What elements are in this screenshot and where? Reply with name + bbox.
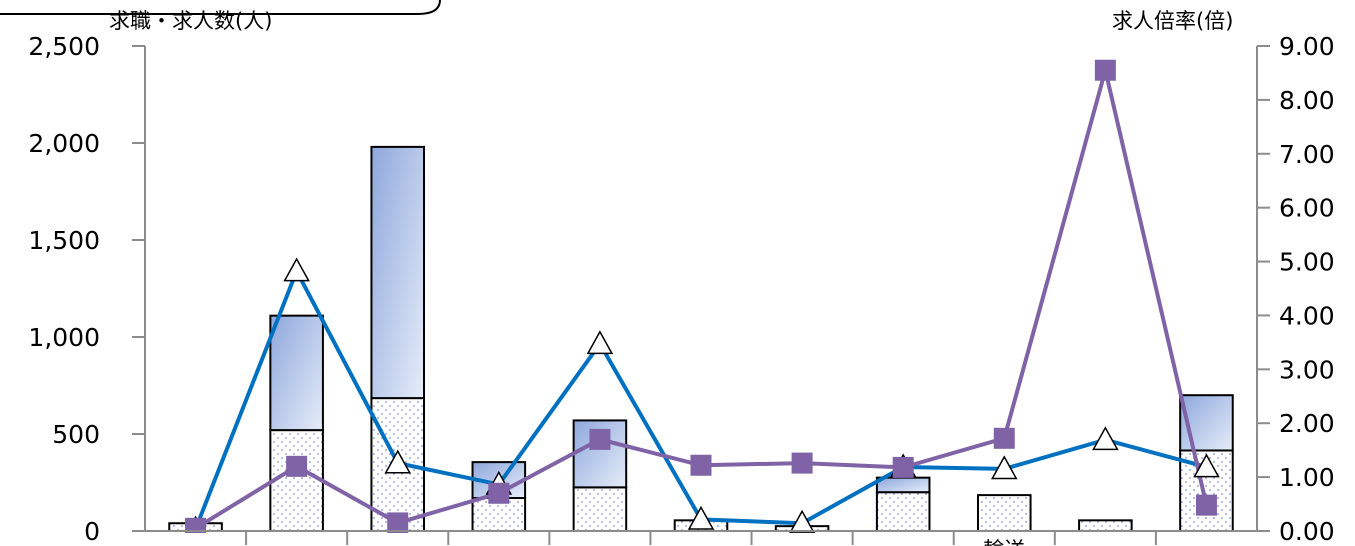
triangle-marker — [586, 330, 614, 355]
bar-lower-segment — [875, 491, 931, 533]
triangle-marker — [687, 505, 715, 530]
x-category-labels: 輸送 — [983, 538, 1025, 546]
square-marker — [993, 427, 1015, 449]
left-tick-label: 2,000 — [28, 129, 100, 158]
left-tick-label: 1,000 — [28, 323, 100, 352]
left-tick-label: 2,500 — [28, 32, 100, 61]
right-tick-label: 2.00 — [1279, 409, 1335, 438]
bar-upper-segment — [269, 314, 324, 432]
triangle-marker — [1193, 453, 1220, 478]
square-marker — [488, 482, 510, 504]
left-tick-label: 500 — [52, 420, 100, 449]
square-marker — [1094, 59, 1116, 81]
bar-lower-segment — [1078, 519, 1133, 533]
right-tick-label: 1.00 — [1279, 463, 1335, 492]
left-tick-label: 0 — [84, 517, 100, 546]
right-tick-label: 7.00 — [1279, 140, 1335, 169]
square-marker — [286, 455, 308, 477]
right-tick-label: 0.00 — [1279, 517, 1335, 546]
square-marker — [892, 456, 914, 478]
frame-corner — [0, 0, 441, 15]
bar-upper-segment — [875, 476, 931, 494]
square-marker — [589, 428, 611, 450]
left-tick-label: 1,500 — [28, 226, 100, 255]
right-tick-label: 4.00 — [1279, 301, 1335, 330]
right-ticks: 0.00 1.00 2.00 3.00 4.00 5.00 6.00 7.00 8.00 9.00 — [1257, 32, 1335, 546]
left-ticks: 0 500 1,000 1,500 2,000 2,500 — [28, 32, 145, 546]
line-series-triangle — [193, 266, 1207, 530]
bar-lower-segment — [269, 429, 324, 532]
square-marker — [387, 512, 409, 533]
bar-lower-segment — [976, 494, 1032, 532]
category-label: 輸送 — [983, 538, 1025, 546]
markers — [185, 59, 1220, 533]
triangle-marker — [283, 257, 310, 282]
right-tick-label: 9.00 — [1279, 32, 1335, 61]
square-marker — [690, 454, 712, 476]
square-marker — [791, 452, 813, 474]
triangle-marker — [990, 455, 1018, 480]
bar-lower-segment — [572, 486, 628, 533]
right-axis-title: 求人倍率(倍) — [1112, 9, 1233, 33]
triangle-marker — [1092, 426, 1119, 451]
square-marker — [1195, 494, 1217, 516]
triangle-marker — [384, 449, 412, 474]
triangle-marker — [789, 509, 816, 533]
right-tick-label: 5.00 — [1279, 248, 1335, 277]
right-tick-label: 8.00 — [1279, 86, 1335, 115]
left-axis-title: 求職・求人数(人) — [109, 9, 272, 33]
right-tick-label: 3.00 — [1279, 355, 1335, 384]
bar-upper-segment — [370, 145, 426, 400]
square-marker — [185, 517, 207, 533]
right-tick-label: 6.00 — [1279, 194, 1335, 223]
